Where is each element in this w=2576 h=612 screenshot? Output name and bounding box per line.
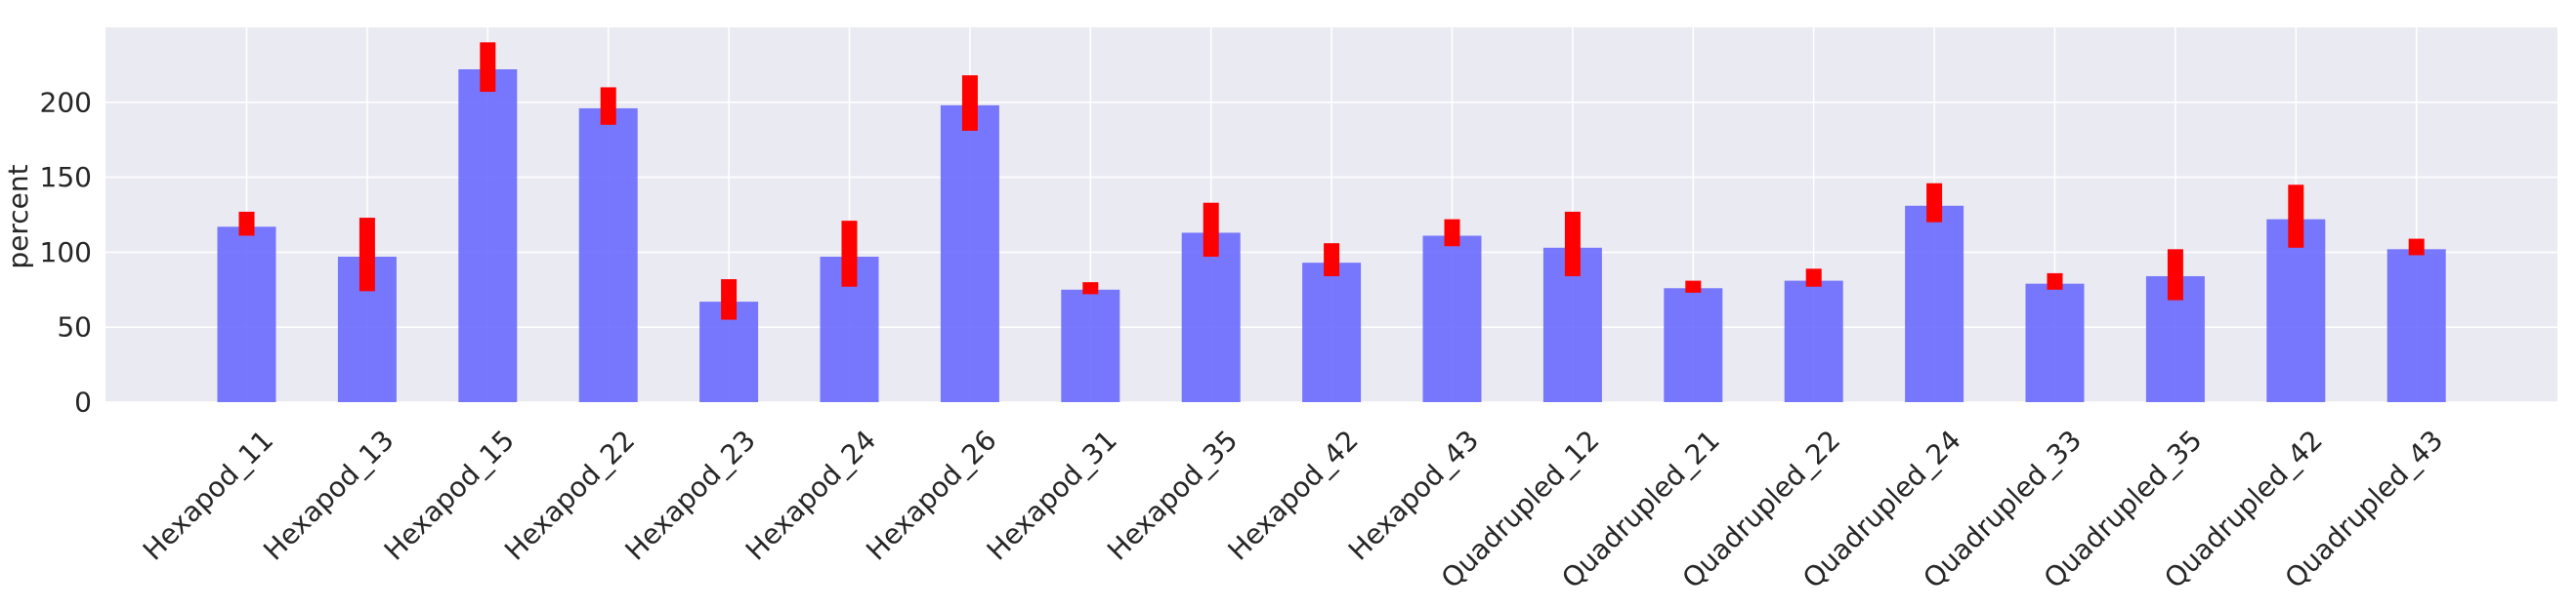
bar bbox=[1061, 289, 1120, 402]
error-bar bbox=[1564, 211, 1581, 276]
y-tick-label: 50 bbox=[57, 311, 92, 344]
error-bar bbox=[1805, 268, 1822, 287]
error-bar bbox=[2047, 272, 2063, 290]
y-tick-label: 200 bbox=[40, 86, 92, 118]
bar bbox=[1422, 235, 1482, 402]
bar bbox=[1784, 280, 1843, 402]
bar bbox=[1905, 205, 1964, 402]
y-axis-ticks: 0 50 100 150 200 bbox=[40, 86, 92, 418]
error-bar bbox=[480, 42, 496, 93]
error-bar bbox=[1926, 183, 1943, 223]
bar bbox=[2386, 249, 2446, 402]
bar bbox=[578, 107, 638, 402]
error-bar bbox=[1082, 282, 1099, 295]
y-tick-label: 150 bbox=[40, 161, 92, 193]
error-bar bbox=[600, 87, 616, 125]
bars bbox=[217, 69, 2446, 403]
error-bar bbox=[721, 279, 738, 320]
error-bar bbox=[2288, 184, 2304, 248]
error-bar bbox=[359, 218, 375, 292]
error-bar bbox=[961, 75, 978, 131]
error-bars bbox=[238, 42, 2425, 320]
bar bbox=[458, 69, 518, 403]
y-axis-title: percent bbox=[2, 164, 34, 268]
error-bar bbox=[1324, 243, 1340, 276]
error-bar bbox=[2408, 238, 2425, 256]
bar bbox=[1181, 232, 1241, 402]
bar bbox=[2025, 283, 2085, 402]
error-bar bbox=[841, 221, 858, 287]
bar bbox=[217, 226, 276, 402]
y-tick-label: 100 bbox=[40, 236, 92, 268]
bar bbox=[940, 104, 999, 402]
bar bbox=[1302, 263, 1362, 402]
error-bar bbox=[2167, 249, 2183, 301]
bar bbox=[1664, 288, 1723, 402]
error-bar bbox=[1685, 280, 1702, 293]
bar bbox=[2266, 219, 2326, 402]
error-bar bbox=[1203, 202, 1219, 258]
error-bar bbox=[1444, 219, 1460, 247]
error-bar bbox=[238, 211, 255, 236]
x-axis-ticks: Hexapod_11Hexapod_13Hexapod_15Hexapod_22… bbox=[137, 424, 2449, 594]
y-tick-label: 0 bbox=[74, 387, 92, 419]
